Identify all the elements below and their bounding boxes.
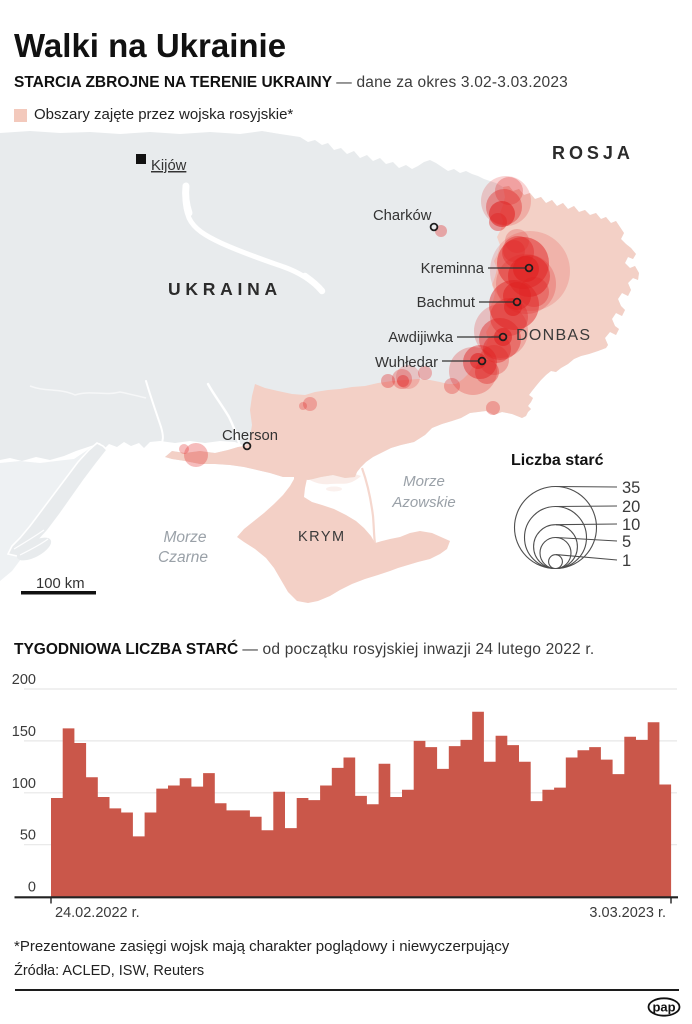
svg-text:KRYM: KRYM: [298, 529, 346, 545]
svg-text:UKRAINA: UKRAINA: [168, 279, 282, 299]
svg-text:Azowskie: Azowskie: [391, 494, 455, 511]
svg-text:5: 5: [622, 533, 631, 551]
svg-text:Kijów: Kijów: [151, 158, 187, 174]
svg-text:0: 0: [28, 880, 36, 896]
svg-text:Awdijiwka: Awdijiwka: [388, 330, 453, 346]
svg-text:DONBAS: DONBAS: [516, 327, 591, 344]
svg-text:50: 50: [20, 828, 36, 844]
svg-text:Cherson: Cherson: [222, 428, 278, 444]
svg-text:1: 1: [622, 552, 631, 570]
svg-text:pap: pap: [652, 1000, 675, 1015]
svg-text:100: 100: [12, 776, 36, 792]
svg-text:Liczba starć: Liczba starć: [511, 452, 604, 469]
svg-text:35: 35: [622, 479, 640, 497]
svg-text:200: 200: [12, 672, 36, 688]
svg-text:Charków: Charków: [373, 208, 432, 224]
svg-text:150: 150: [12, 724, 36, 740]
svg-text:Morze: Morze: [163, 529, 206, 546]
svg-text:Kreminna: Kreminna: [421, 261, 485, 277]
svg-text:10: 10: [622, 516, 640, 534]
svg-text:Bachmut: Bachmut: [417, 295, 475, 311]
svg-text:100 km: 100 km: [36, 576, 85, 592]
svg-text:20: 20: [622, 498, 640, 516]
svg-text:24.02.2022 r.: 24.02.2022 r.: [55, 905, 140, 920]
svg-text:Wuhłedar: Wuhłedar: [375, 355, 438, 371]
svg-text:Czarne: Czarne: [158, 549, 208, 566]
svg-text:ROSJA: ROSJA: [552, 143, 634, 163]
svg-text:Morze: Morze: [403, 473, 445, 490]
svg-text:3.03.2023 r.: 3.03.2023 r.: [589, 905, 666, 920]
